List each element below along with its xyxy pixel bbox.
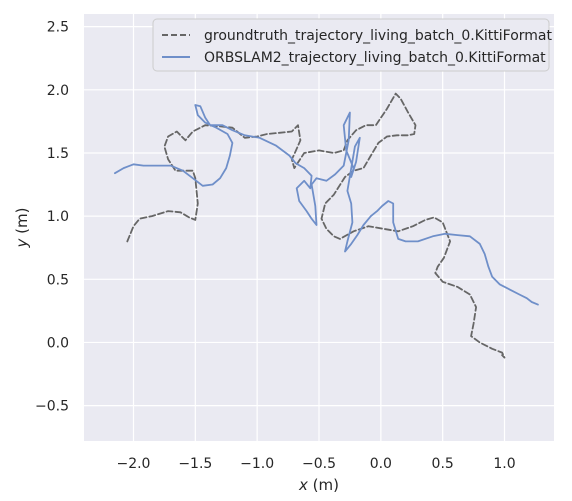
x-tick-label: 1.0	[493, 456, 515, 472]
y-axis-label-var: y	[13, 237, 31, 248]
x-tick-label: −1.0	[240, 456, 274, 472]
x-axis-label-var: x	[298, 476, 308, 494]
y-tick-label: 2.0	[47, 83, 69, 99]
legend: groundtruth_trajectory_living_batch_0.Ki…	[152, 18, 553, 72]
y-tick-label: 0.0	[47, 335, 69, 351]
y-tick-label: 2.5	[47, 20, 69, 36]
orbslam2-trajectory-line	[114, 104, 539, 306]
x-tick-labels: −2.0 −1.5 −1.0 −0.5 0.0 0.5 1.0	[116, 456, 515, 472]
legend-box	[152, 18, 550, 72]
groundtruth-trajectory-line	[126, 92, 506, 359]
y-tick-label: 1.5	[47, 146, 69, 162]
series-layer	[114, 92, 539, 359]
x-tick-label: 0.5	[432, 456, 454, 472]
y-tick-labels: −0.5 0.0 0.5 1.0 1.5 2.0 2.5	[35, 20, 69, 415]
legend-label-orbslam2: ORBSLAM2_trajectory_living_batch_0.Kitti…	[204, 50, 546, 66]
legend-label-groundtruth: groundtruth_trajectory_living_batch_0.Ki…	[204, 28, 553, 44]
y-tick-label: 0.5	[47, 272, 69, 288]
x-axis-label-unit: (m)	[308, 476, 339, 494]
x-axis-label: x (m)	[298, 476, 339, 494]
x-tick-label: −0.5	[302, 456, 336, 472]
y-tick-label: 1.0	[47, 209, 69, 225]
x-tick-label: −1.5	[178, 456, 212, 472]
x-tick-label: 0.0	[370, 456, 392, 472]
x-tick-label: −2.0	[116, 456, 150, 472]
y-tick-label: −0.5	[35, 399, 69, 415]
y-axis-label: y (m)	[13, 208, 31, 249]
y-axis-label-unit: (m)	[13, 208, 31, 239]
